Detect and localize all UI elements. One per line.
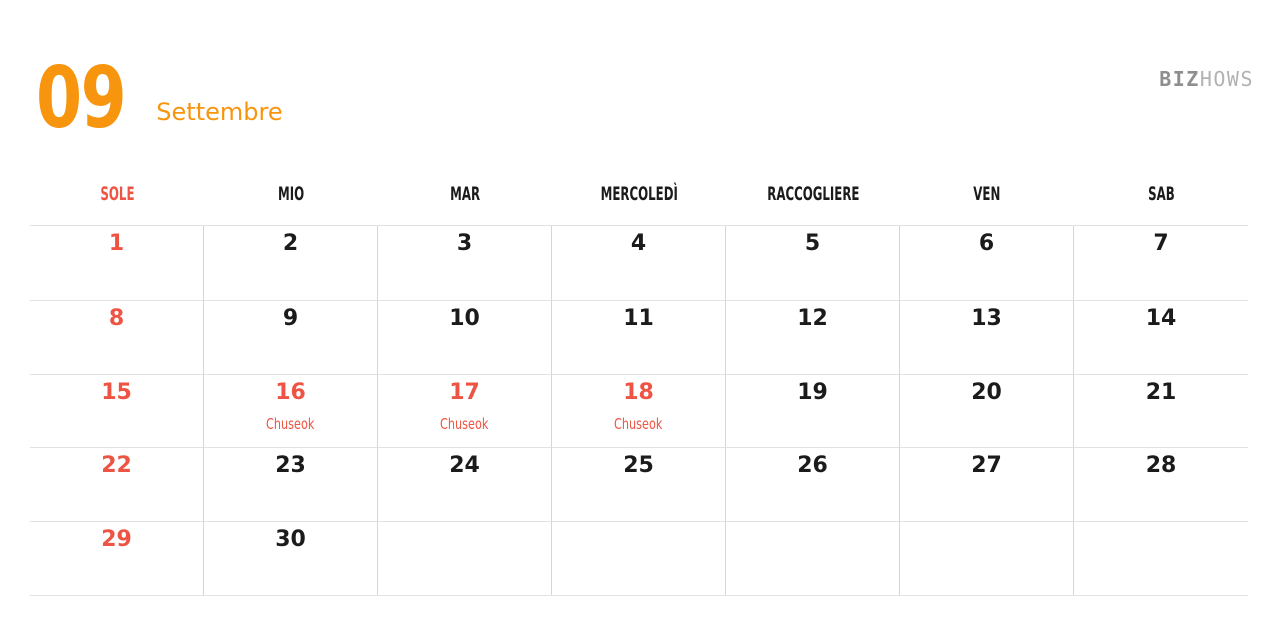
date-number: 11 — [623, 305, 654, 331]
weekday-label-mar: MAR — [450, 183, 480, 205]
calendar-cell-10: 10 — [378, 299, 552, 374]
holiday-label: Chuseok — [440, 414, 489, 433]
calendar-cell-17: 17 Chuseok — [378, 373, 552, 448]
calendar-cell-16: 16 Chuseok — [204, 373, 378, 448]
weekday-label-raccogliere: RACCOGLIERE — [766, 183, 860, 205]
date-number: 8 — [108, 305, 125, 331]
calendar-cell-18: 18 Chuseok — [552, 373, 726, 448]
month-title: 09 Settembre — [36, 56, 283, 141]
logo-text-hows: HOWS — [1199, 67, 1254, 91]
date-number: 16 — [275, 379, 306, 405]
weekday-label-sab: SAB — [1147, 183, 1175, 205]
holiday-label: Chuseok — [614, 414, 663, 433]
calendar-cell-15: 15 — [30, 373, 204, 448]
calendar-cell-5: 5 — [726, 226, 900, 300]
month-name: Settembre — [156, 98, 283, 127]
calendar-cell-2: 2 — [204, 226, 378, 300]
date-number: 29 — [101, 527, 132, 553]
date-number: 26 — [797, 453, 828, 479]
date-number: 5 — [804, 231, 821, 256]
calendar-cell-empty — [726, 521, 900, 595]
date-number: 6 — [978, 231, 995, 256]
weekday-label-mercoledi: MERCOLEDÌ — [600, 183, 678, 205]
date-number: 7 — [1153, 231, 1169, 256]
date-number: 25 — [623, 453, 654, 479]
date-number: 3 — [456, 231, 473, 256]
date-number: 13 — [971, 305, 1002, 331]
calendar-cell-27: 27 — [900, 447, 1074, 522]
calendar-cell-8: 8 — [30, 299, 204, 374]
date-number: 2 — [282, 231, 299, 256]
calendar-cell-19: 19 — [726, 373, 900, 448]
date-number: 24 — [449, 453, 480, 479]
calendar-cell-3: 3 — [378, 226, 552, 300]
logo-text-biz: BIZ — [1159, 67, 1200, 91]
calendar-cell-29: 29 — [30, 521, 204, 595]
calendar-cell-9: 9 — [204, 299, 378, 374]
weekday-label-sole: SOLE — [99, 183, 135, 205]
calendar-cell-12: 12 — [726, 299, 900, 374]
date-number: 27 — [971, 453, 1002, 479]
date-number: 12 — [797, 305, 828, 331]
date-number: 1 — [108, 231, 125, 256]
date-number: 14 — [1145, 305, 1177, 331]
date-number: 21 — [1145, 379, 1177, 405]
calendar-cell-empty — [900, 521, 1074, 595]
weekday-label-ven: VEN — [973, 183, 1001, 205]
date-number: 23 — [275, 453, 306, 479]
calendar-grid: 1 2 3 4 5 6 7 8 9 10 11 12 13 14 15 16 Chuseok 17 Chuseok 1… — [30, 225, 1248, 596]
calendar-cell-25: 25 — [552, 447, 726, 522]
date-number: 22 — [101, 453, 132, 479]
calendar-cell-empty — [1074, 521, 1248, 595]
calendar-cell-20: 20 — [900, 373, 1074, 448]
calendar-cell-13: 13 — [900, 299, 1074, 374]
calendar-cell-empty — [378, 521, 552, 595]
calendar-cell-28: 28 — [1074, 447, 1248, 521]
date-number: 15 — [101, 379, 132, 405]
calendar-cell-11: 11 — [552, 299, 726, 374]
date-number: 17 — [449, 379, 480, 405]
weekday-label-mio: MIO — [277, 183, 305, 205]
calendar-cell-1: 1 — [30, 226, 204, 300]
date-number: 20 — [971, 379, 1002, 405]
calendar-cell-21: 21 — [1074, 373, 1248, 448]
date-number: 30 — [275, 527, 306, 553]
date-number: 9 — [282, 305, 299, 331]
holiday-label: Chuseok — [266, 414, 315, 433]
calendar-cell-4: 4 — [552, 226, 726, 300]
date-number: 4 — [630, 231, 647, 256]
calendar-cell-23: 23 — [204, 447, 378, 522]
calendar-cell-24: 24 — [378, 447, 552, 522]
calendar-cell-30: 30 — [204, 521, 378, 595]
date-number: 10 — [449, 305, 480, 331]
calendar-cell-empty — [552, 521, 726, 595]
calendar-cell-7: 7 — [1074, 226, 1248, 300]
calendar-cell-14: 14 — [1074, 299, 1248, 374]
date-number: 28 — [1145, 453, 1177, 479]
calendar-cell-6: 6 — [900, 226, 1074, 300]
weekday-header-row: SOLE MIO MAR MERCOLEDÌ RACCOGLIERE VEN SAB — [30, 183, 1248, 205]
bizhows-logo: BIZHOWS — [1159, 67, 1254, 91]
date-number: 18 — [623, 379, 654, 405]
calendar-cell-26: 26 — [726, 447, 900, 522]
date-number: 19 — [797, 379, 828, 405]
calendar-cell-22: 22 — [30, 447, 204, 522]
month-number: 09 — [36, 49, 127, 148]
